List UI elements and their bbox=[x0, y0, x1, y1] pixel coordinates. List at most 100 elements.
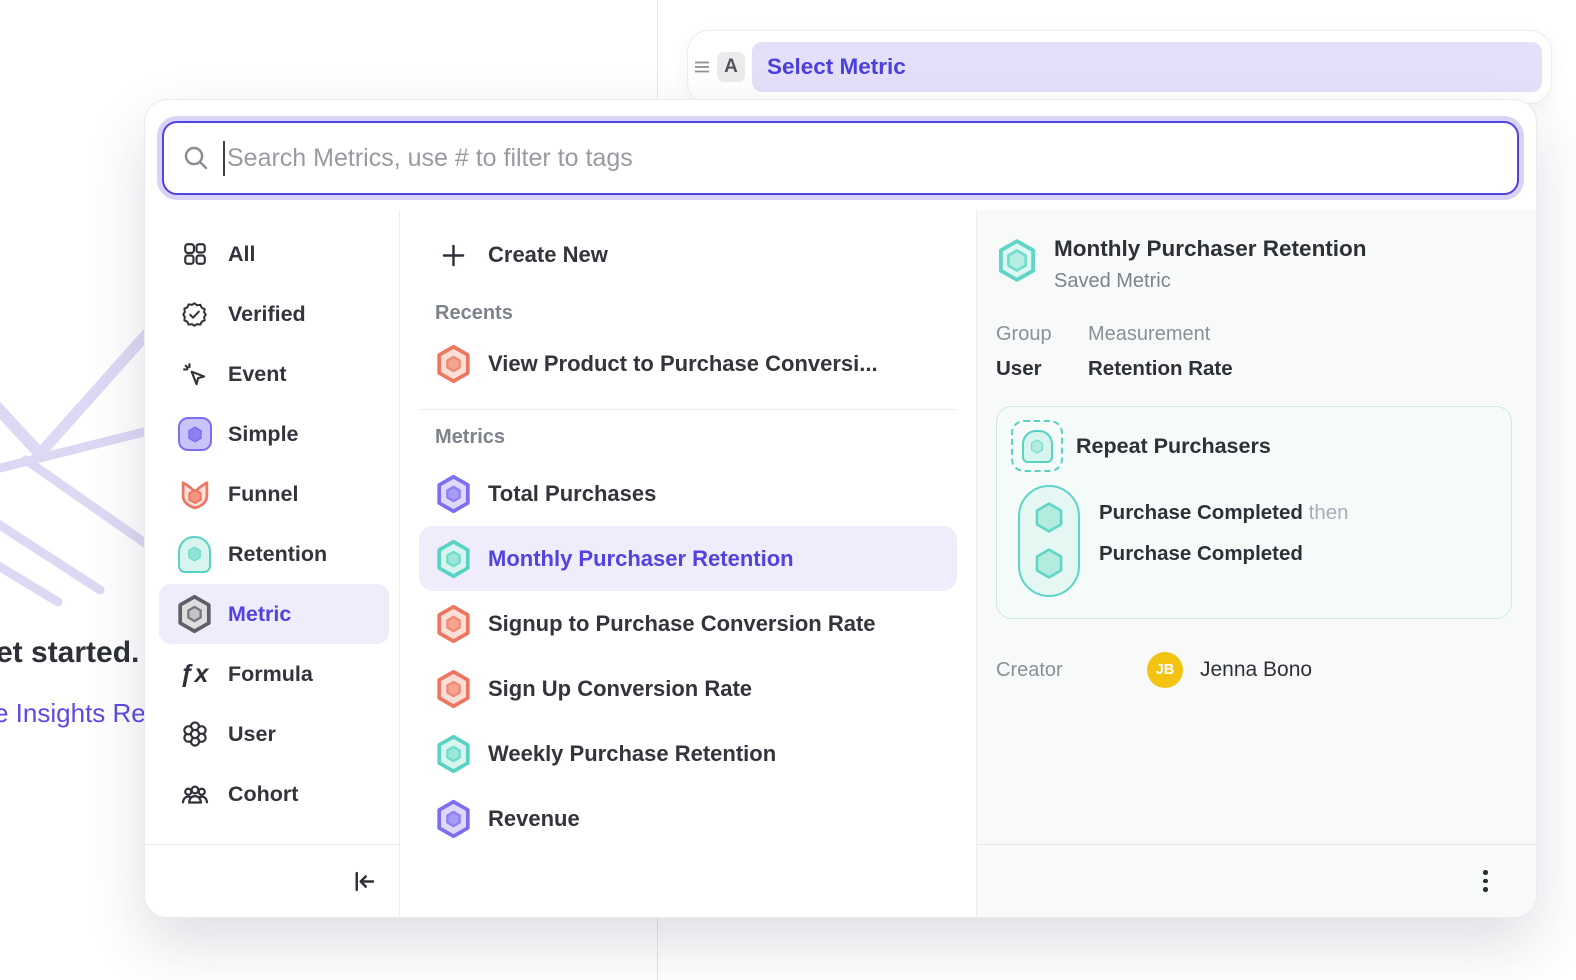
search-input[interactable] bbox=[227, 143, 1499, 173]
text-cursor bbox=[223, 140, 225, 176]
creator-avatar: JB bbox=[1147, 652, 1183, 688]
step-1-event: Purchase Completed bbox=[1099, 501, 1303, 524]
metric-item-label: Monthly Purchaser Retention bbox=[488, 545, 794, 571]
search-area bbox=[145, 100, 1536, 210]
metric-item-label: Total Purchases bbox=[488, 480, 657, 506]
sidebar-item-retention[interactable]: Retention bbox=[159, 524, 389, 584]
sidebar-footer bbox=[145, 844, 399, 917]
detail-title: Monthly Purchaser Retention bbox=[1054, 236, 1367, 261]
group-value: User bbox=[996, 357, 1042, 380]
formula-fx-icon: ƒx bbox=[179, 659, 210, 688]
creator-row: Creator JB Jenna Bono bbox=[996, 652, 1512, 688]
kebab-menu-icon bbox=[1483, 870, 1488, 875]
background-decorative-lines bbox=[0, 322, 158, 607]
measurement-label: Measurement bbox=[1088, 323, 1211, 345]
creator-name: Jenna Bono bbox=[1200, 658, 1313, 681]
sidebar-item-label: Verified bbox=[228, 301, 306, 326]
filter-sidebar: All Verified Event Sim bbox=[145, 210, 400, 917]
sidebar-item-label: Cohort bbox=[228, 781, 299, 806]
metrics-section-label: Metrics bbox=[435, 426, 506, 448]
behavior-name: Repeat Purchasers bbox=[1076, 433, 1271, 458]
metric-list-item[interactable]: Signup to Purchase Conversion Rate bbox=[419, 591, 957, 656]
section-divider bbox=[419, 409, 957, 410]
recent-item-label: View Product to Purchase Conversi... bbox=[488, 351, 878, 376]
cursor-click-icon bbox=[183, 362, 206, 385]
metric-icon bbox=[437, 799, 470, 838]
collapse-sidebar-button[interactable] bbox=[350, 868, 377, 895]
sidebar-item-label: Retention bbox=[228, 541, 328, 566]
step-connector: then bbox=[1308, 501, 1349, 524]
recents-section-label: Recents bbox=[435, 302, 513, 324]
metric-item-label: Sign Up Conversion Rate bbox=[488, 675, 753, 701]
behavior-dashed-icon bbox=[1011, 420, 1063, 472]
sidebar-item-user[interactable]: User bbox=[159, 704, 389, 764]
sidebar-item-label: Metric bbox=[228, 601, 292, 626]
metric-icon bbox=[437, 539, 470, 578]
metric-list-item[interactable]: Total Purchases bbox=[419, 461, 957, 526]
metric-icon bbox=[437, 734, 470, 773]
detail-subtitle: Saved Metric bbox=[1054, 270, 1171, 292]
sidebar-item-label: All bbox=[228, 241, 256, 266]
metric-list-item-selected[interactable]: Monthly Purchaser Retention bbox=[419, 526, 957, 591]
metric-list-item[interactable]: Weekly Purchase Retention bbox=[419, 721, 957, 786]
sidebar-item-label: User bbox=[228, 721, 276, 746]
recent-item[interactable]: View Product to Purchase Conversi... bbox=[419, 333, 957, 395]
verified-badge-icon bbox=[182, 301, 207, 327]
funnel-metric-icon bbox=[437, 344, 470, 384]
sidebar-item-label: Formula bbox=[228, 661, 313, 686]
create-new-button[interactable]: Create New bbox=[419, 224, 957, 286]
more-options-button[interactable] bbox=[1477, 864, 1494, 898]
steps-capsule-icon bbox=[1018, 485, 1080, 597]
sidebar-item-verified[interactable]: Verified bbox=[159, 284, 389, 344]
metric-letter-badge: A bbox=[717, 52, 745, 82]
simple-metric-icon bbox=[177, 417, 212, 451]
metric-hexagon-icon bbox=[178, 594, 211, 634]
sidebar-item-all[interactable]: All bbox=[159, 224, 389, 284]
background-headline-fragment: et started. bbox=[0, 636, 140, 669]
metric-item-label: Weekly Purchase Retention bbox=[488, 740, 777, 766]
metric-detail-panel: Monthly Purchaser Retention Saved Metric… bbox=[977, 210, 1536, 917]
sidebar-item-label: Event bbox=[228, 361, 287, 386]
metric-list-item[interactable]: Revenue bbox=[419, 786, 957, 851]
behavior-steps: Purchase Completed then Purchase Complet… bbox=[1018, 485, 1497, 597]
metric-item-label: Signup to Purchase Conversion Rate bbox=[488, 610, 876, 636]
select-metric-label: Select Metric bbox=[767, 54, 906, 79]
sidebar-item-event[interactable]: Event bbox=[159, 344, 389, 404]
sidebar-item-cohort[interactable]: Cohort bbox=[159, 764, 389, 824]
measurement-value: Retention Rate bbox=[1088, 357, 1233, 380]
metric-list-item[interactable]: Sign Up Conversion Rate bbox=[419, 656, 957, 721]
retention-arch-icon bbox=[178, 535, 211, 573]
metric-list-column: Create New Recents View Product to Purch… bbox=[400, 210, 977, 917]
metric-icon bbox=[437, 604, 470, 643]
sidebar-item-simple[interactable]: Simple bbox=[159, 404, 389, 464]
user-flower-icon bbox=[182, 721, 207, 747]
behavior-card: Repeat Purchasers Purchase Completed the… bbox=[996, 406, 1512, 619]
metric-picker-modal: All Verified Event Sim bbox=[145, 100, 1536, 917]
select-metric-button[interactable]: Select Metric bbox=[752, 42, 1542, 92]
plus-icon bbox=[442, 244, 465, 266]
collapse-left-icon bbox=[355, 871, 375, 891]
sidebar-item-funnel[interactable]: Funnel bbox=[159, 464, 389, 524]
detail-meta: Group User Measurement Retention Rate bbox=[996, 323, 1512, 381]
metric-query-row: A Select Metric bbox=[687, 30, 1552, 104]
sidebar-item-formula[interactable]: ƒx Formula bbox=[159, 644, 389, 704]
metric-icon bbox=[437, 474, 470, 513]
group-label: Group bbox=[996, 323, 1052, 345]
metric-icon bbox=[437, 669, 470, 708]
sidebar-item-metric[interactable]: Metric bbox=[159, 584, 389, 644]
grid-icon bbox=[183, 243, 206, 265]
modal-body: All Verified Event Sim bbox=[145, 210, 1536, 917]
create-new-label: Create New bbox=[488, 242, 608, 267]
search-box[interactable] bbox=[162, 121, 1519, 195]
cohort-people-icon bbox=[181, 785, 208, 804]
background-insights-link-fragment[interactable]: e Insights Re bbox=[0, 698, 146, 728]
sidebar-item-label: Simple bbox=[228, 421, 299, 446]
funnel-icon bbox=[181, 481, 208, 510]
step-2-event: Purchase Completed bbox=[1099, 542, 1303, 565]
creator-label: Creator bbox=[996, 658, 1063, 681]
detail-header: Monthly Purchaser Retention Saved Metric bbox=[996, 236, 1512, 293]
search-icon bbox=[184, 146, 208, 170]
retention-metric-icon bbox=[999, 239, 1035, 282]
sidebar-item-label: Funnel bbox=[228, 481, 299, 506]
drag-handle-icon[interactable] bbox=[694, 60, 710, 74]
